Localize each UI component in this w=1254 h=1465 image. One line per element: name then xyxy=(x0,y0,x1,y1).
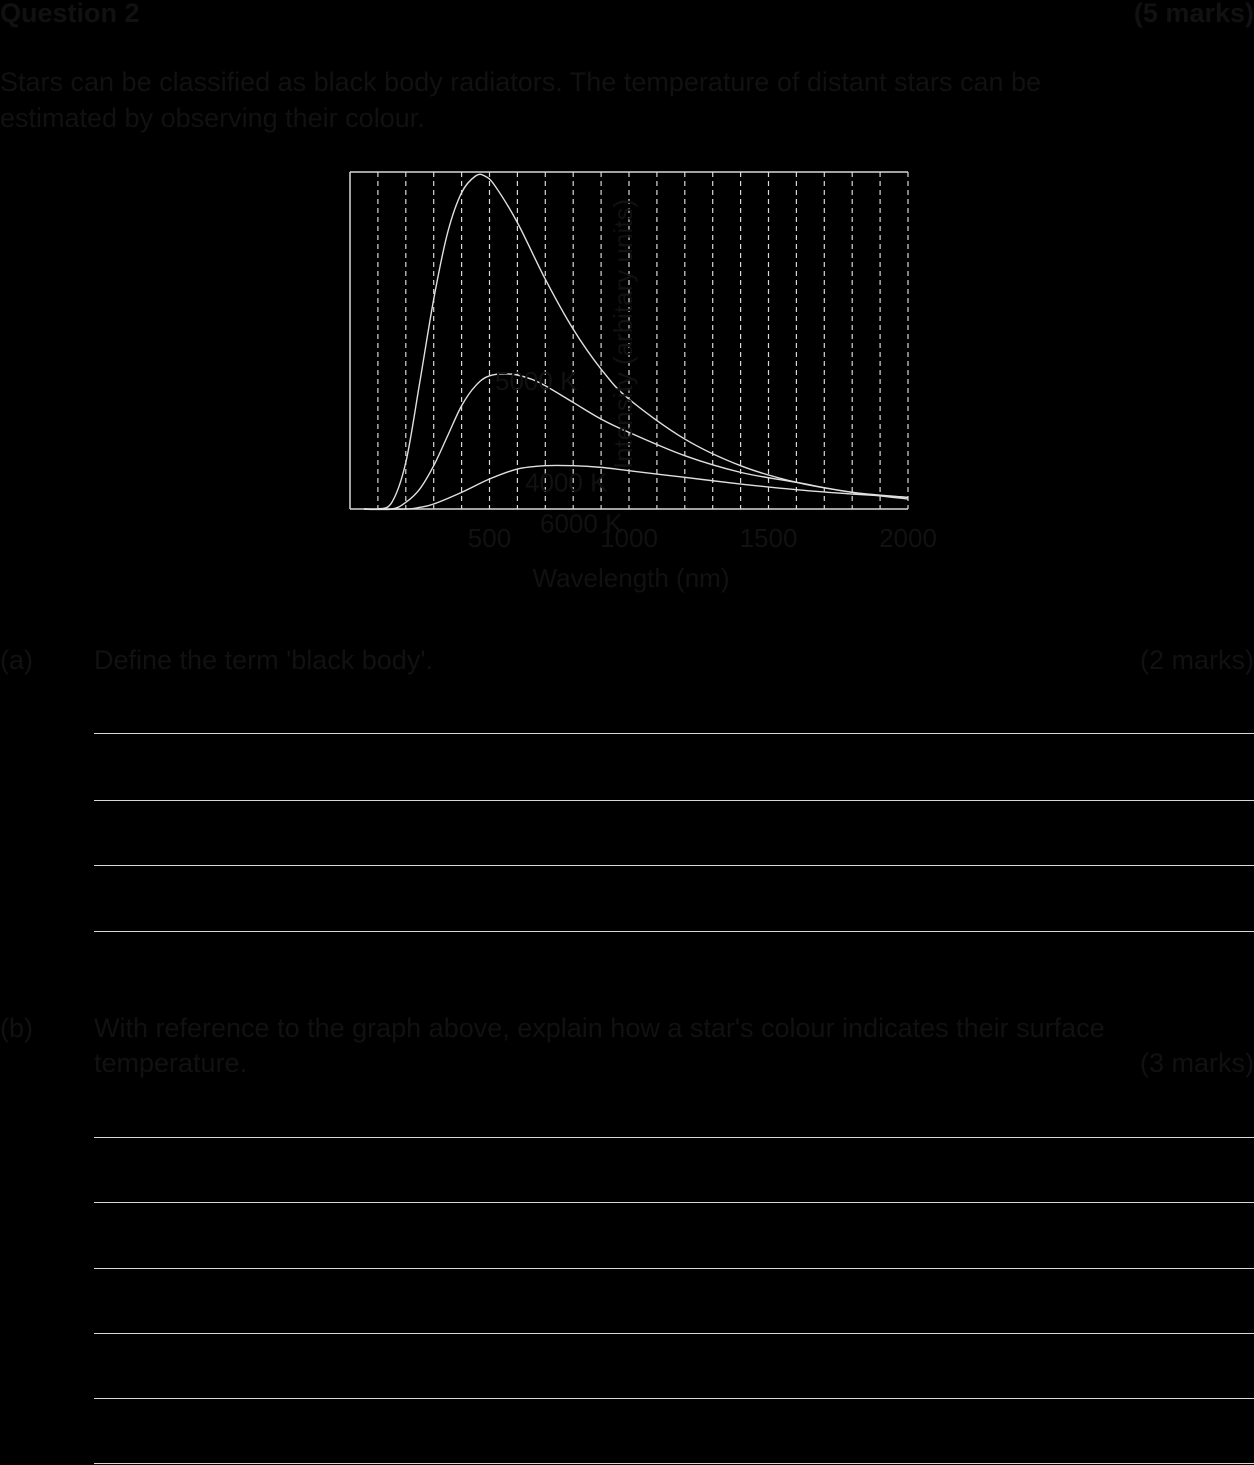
chart-series-line xyxy=(363,373,909,511)
part-b-answer-line[interactable] xyxy=(94,1202,1254,1203)
chart-series-line xyxy=(363,173,909,511)
part-b-answer-line[interactable] xyxy=(94,1463,1254,1464)
intro-line-2: estimated by observing their colour. xyxy=(0,103,425,133)
chart-x-tick-label: 500 xyxy=(468,523,511,553)
chart-series xyxy=(363,173,909,511)
chart-tick-labels: 500 1000 1500 2000 xyxy=(468,523,937,553)
chart-series-labels: 6000 K 5000 K 4000 K xyxy=(495,366,623,538)
part-b-question-line-1: With reference to the graph above, expla… xyxy=(94,1013,1105,1043)
part-a-label: (a) xyxy=(0,645,33,675)
part-b-answer-line[interactable] xyxy=(94,1333,1254,1334)
question-marks: (5 marks) xyxy=(1133,0,1254,28)
intro-line-1: Stars can be classified as black body ra… xyxy=(0,67,1042,97)
chart-gridlines xyxy=(377,172,909,509)
part-b-marks: (3 marks) xyxy=(1140,1048,1254,1078)
part-a-marks: (2 marks) xyxy=(1140,645,1254,675)
chart-x-tick-label: 2000 xyxy=(879,523,937,553)
chart-series-line xyxy=(363,464,909,510)
part-a-answer-line[interactable] xyxy=(94,733,1254,734)
blackbody-chart: 500 1000 1500 2000 6000 K 5000 K 4000 K Wavel… xyxy=(349,171,937,593)
part-a-question: Define the term 'black body'. xyxy=(94,645,433,675)
part-b-answer-line[interactable] xyxy=(94,1398,1254,1399)
chart-series-label: 6000 K xyxy=(540,508,623,538)
part-a-answer-line[interactable] xyxy=(94,931,1254,932)
part-b-question-line-2: temperature. xyxy=(94,1048,248,1078)
chart-x-tick-label: 1500 xyxy=(740,523,798,553)
part-a-answer-line[interactable] xyxy=(94,800,1254,801)
part-b-answer-line[interactable] xyxy=(94,1137,1254,1138)
chart-series-label: 4000 K xyxy=(525,467,608,497)
part-b-label: (b) xyxy=(0,1013,33,1043)
part-b-answer-line[interactable] xyxy=(94,1268,1254,1269)
chart-y-axis-label: Intensity (arbitary units) xyxy=(608,199,638,469)
question-title: Question 2 xyxy=(0,0,140,28)
chart-x-tick-label: 1000 xyxy=(600,523,658,553)
chart-axes xyxy=(349,171,908,510)
chart-series-label: 5000 K xyxy=(495,366,578,396)
chart-x-axis-label: Wavelength (nm) xyxy=(533,563,730,593)
part-a-answer-line[interactable] xyxy=(94,865,1254,866)
